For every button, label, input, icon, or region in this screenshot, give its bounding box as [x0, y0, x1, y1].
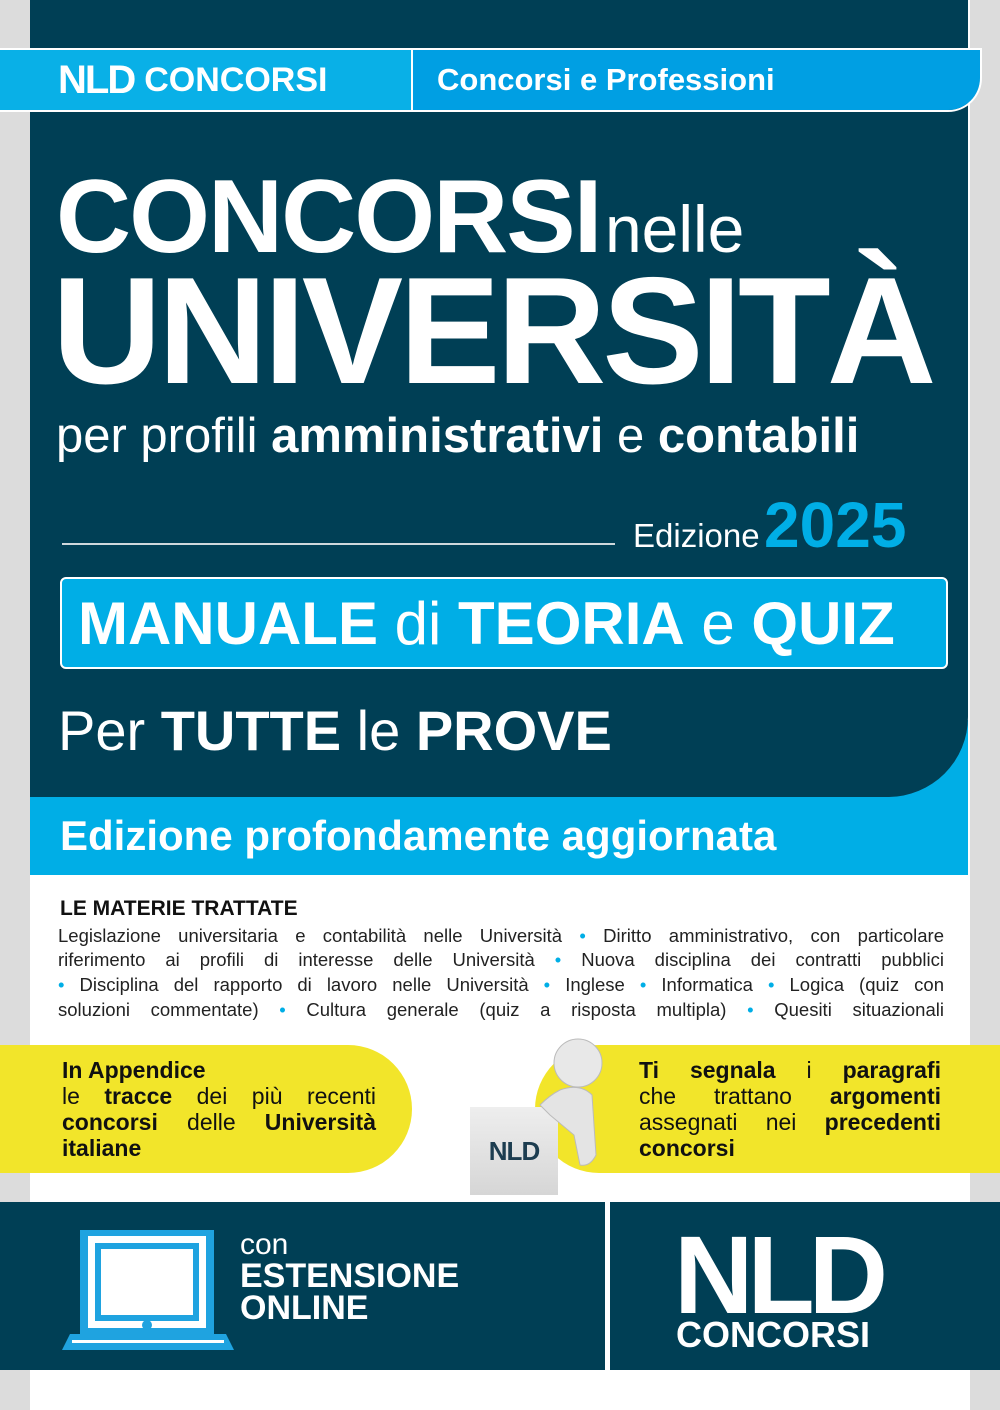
- all-tests: Per TUTTE le PROVE: [58, 699, 612, 762]
- title-nelle: nelle: [604, 192, 745, 266]
- publisher-logo-mark: NLD: [674, 1214, 888, 1337]
- sign-text: NLD: [488, 1135, 540, 1166]
- manual-box: MANUALE di TEORIA e QUIZ: [60, 577, 948, 669]
- cover-edge-right: [970, 0, 1000, 1410]
- subjects-line: Legislazione universitaria e contabilità…: [58, 925, 944, 946]
- divider: [62, 543, 615, 545]
- online-con: con: [240, 1228, 289, 1261]
- appendix-callout: In Appendice le tracce dei più recenti c…: [0, 1045, 412, 1173]
- edition-label: Edizione: [633, 517, 760, 554]
- title-line1: CONCORSI nelle: [56, 165, 744, 269]
- 3d-person-icon: [539, 1038, 603, 1166]
- online-label: ESTENSIONE ONLINE: [240, 1257, 460, 1327]
- publisher-logo-small: NLD CONCORSI: [0, 50, 413, 110]
- edition-year: 2025: [764, 489, 907, 561]
- subtitle: per profili amministrativi e contabili: [56, 409, 860, 463]
- publisher-logo-word: CONCORSI: [676, 1314, 871, 1355]
- logo-word: CONCORSI: [144, 60, 328, 99]
- updated-banner: Edizione profondamente aggiornata: [60, 812, 777, 859]
- publisher-logo-panel: NLD CONCORSI: [610, 1202, 1000, 1370]
- online-extension-panel: con ESTENSIONE ONLINE: [0, 1202, 605, 1370]
- cover-edge-left: [0, 0, 30, 1410]
- edition: Edizione 2025: [633, 488, 906, 562]
- subjects-line: • Disciplina del rapporto di lavoro nell…: [58, 974, 945, 995]
- nld-sign-figure: NLD: [470, 1107, 558, 1195]
- title-concorsi: CONCORSI: [56, 159, 602, 275]
- subjects-heading: LE MATERIE TRATTATE: [60, 897, 298, 920]
- title-universita: UNIVERSITÀ: [52, 246, 937, 416]
- subjects-line: riferimento ai profili di interesse dell…: [58, 949, 944, 970]
- subjects-line: soluzioni commentate) • Cultura generale…: [58, 999, 944, 1020]
- laptop-icon: [62, 1230, 234, 1350]
- highlights-callout: Ti segnala i paragrafi che trattano argo…: [535, 1045, 1000, 1173]
- header-bar: NLD CONCORSI Concorsi e Professioni: [0, 48, 982, 112]
- logo-mark: NLD: [58, 57, 136, 102]
- series-name: Concorsi e Professioni: [437, 62, 775, 97]
